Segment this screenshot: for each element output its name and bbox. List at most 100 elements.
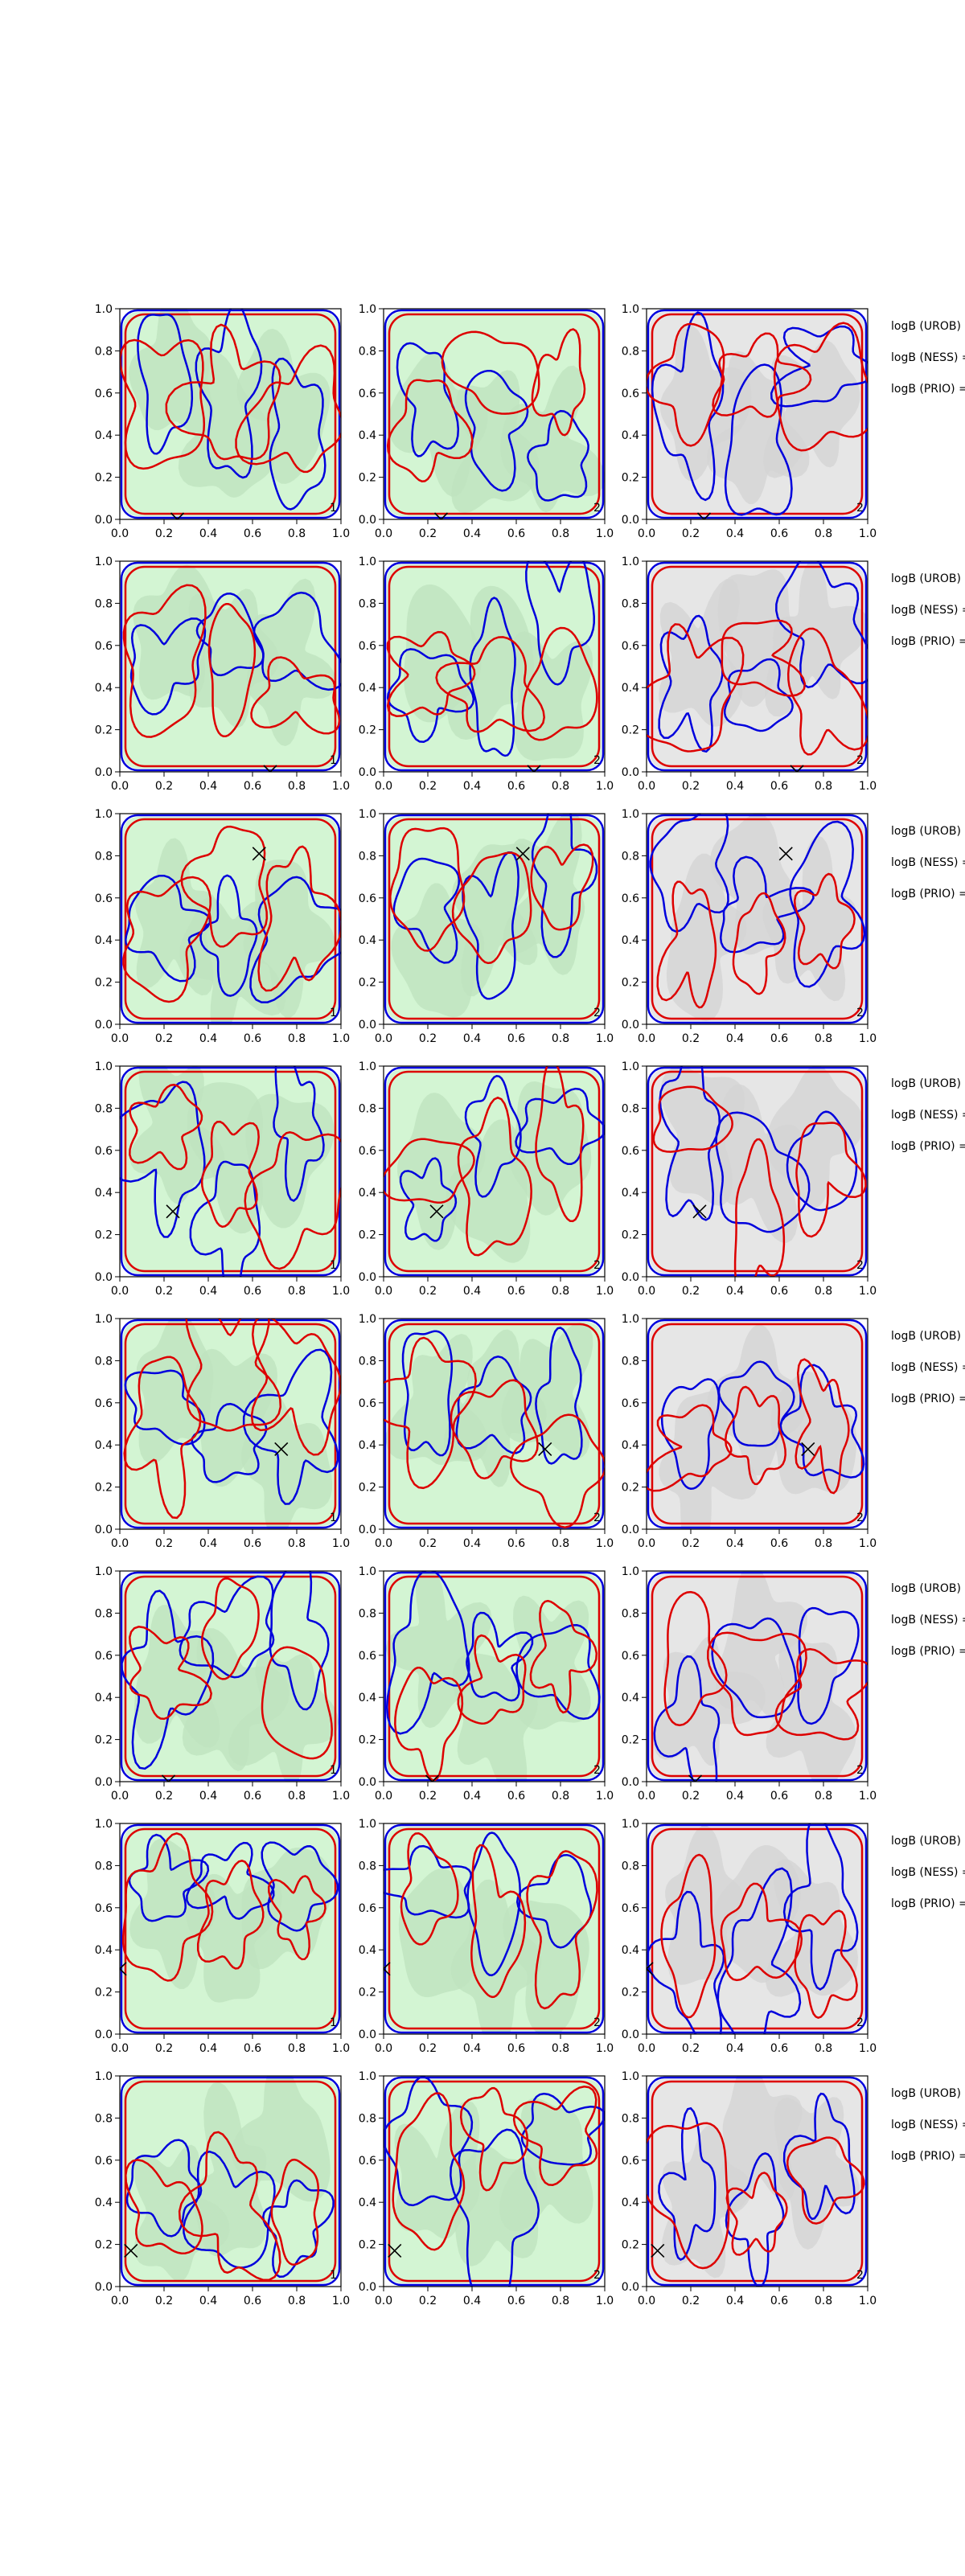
contour [399, 1157, 458, 1242]
y-tick-label: 0.2 [359, 472, 376, 485]
y-tick-label: 0.0 [622, 1524, 639, 1536]
y-tick-label: 0.2 [359, 1987, 376, 2000]
contour [782, 1823, 859, 1991]
contour [235, 344, 341, 474]
y-tick-label: 0.8 [359, 1355, 376, 1368]
contour [121, 1832, 214, 1982]
x-tick-label: 0.8 [552, 1285, 569, 1298]
y-tick-label: 0.2 [622, 1229, 639, 1242]
panel-label: 2 [856, 502, 864, 515]
plot-area [384, 1571, 605, 1782]
x-tick-label: 0.6 [244, 2295, 261, 2307]
x-tick-label: 0.8 [288, 1537, 306, 1550]
x-tick-label: 0.6 [244, 1285, 261, 1298]
x-tick-label: 0.0 [638, 1032, 655, 1045]
contour [124, 1827, 337, 2030]
y-tick-label: 0.8 [95, 1607, 113, 1620]
x-tick-label: 0.0 [638, 1537, 655, 1550]
y-tick-label: 0.4 [359, 1944, 376, 1957]
x-tick-label: 0.8 [815, 1285, 832, 1298]
region [388, 353, 488, 497]
marker [425, 1774, 440, 1782]
contour [531, 814, 598, 958]
y-tick-label: 0.6 [95, 1397, 113, 1410]
x-tick-label: 1.0 [596, 2042, 614, 2055]
marker [538, 1442, 552, 1457]
contour [660, 1378, 721, 1490]
y-tick-label: 0.0 [95, 766, 113, 779]
y-tick-label: 0.8 [622, 345, 639, 358]
marker [688, 1774, 703, 1782]
y-tick-label: 0.0 [95, 514, 113, 527]
x-tick-label: 1.0 [859, 527, 877, 540]
y-tick-label: 0.0 [359, 2028, 376, 2041]
frame [119, 1065, 342, 1278]
frame [119, 560, 342, 773]
x-tick-label: 0.2 [155, 1537, 173, 1550]
y-tick-label: 0.0 [622, 1271, 639, 1284]
frame [119, 308, 342, 520]
y-tick-label: 0.0 [95, 1271, 113, 1284]
y-tick-label: 0.6 [359, 1902, 376, 1915]
contour [124, 818, 337, 1020]
legend-text: logB (UROB) = [891, 320, 965, 333]
x-tick-label: 0.0 [638, 1285, 655, 1298]
x-tick-label: 0.2 [682, 2042, 700, 2055]
y-tick-label: 1.0 [359, 303, 376, 316]
contour [647, 1571, 868, 1782]
y-tick-label: 0.0 [359, 1524, 376, 1536]
plot-area [384, 1823, 605, 2034]
contour [651, 1827, 864, 2030]
contour [435, 636, 545, 733]
y-tick-label: 0.2 [95, 472, 113, 485]
y-tick-label: 0.4 [359, 1692, 376, 1704]
region [228, 1654, 339, 1782]
contour [451, 851, 532, 965]
x-tick-label: 0.4 [463, 1032, 481, 1045]
contour [733, 1138, 786, 1277]
plot-area [120, 1319, 341, 1529]
frame [383, 308, 606, 520]
contour [200, 1577, 260, 1680]
x-tick-label: 0.0 [638, 2295, 655, 2307]
x-tick-label: 0.2 [682, 1032, 700, 1045]
x-tick-label: 0.6 [244, 1032, 261, 1045]
frame [383, 1823, 606, 2035]
contour [165, 323, 281, 461]
panel-label: 2 [856, 1007, 864, 1019]
x-tick-label: 1.0 [859, 2295, 877, 2307]
y-tick-label: 0.2 [359, 977, 376, 990]
contour [724, 1385, 786, 1486]
x-tick-label: 0.0 [638, 1790, 655, 1803]
contour [384, 1138, 475, 1204]
x-tick-label: 0.0 [375, 2042, 392, 2055]
contour [401, 1330, 454, 1457]
legend-text: logB (PRIO) = [891, 1897, 965, 1910]
x-tick-label: 1.0 [859, 1285, 877, 1298]
panel-label: 2 [593, 502, 601, 515]
legend-text: logB (UROB) = [891, 1835, 965, 1848]
contour [122, 584, 207, 738]
x-tick-label: 0.2 [155, 527, 173, 540]
y-tick-label: 0.8 [622, 850, 639, 863]
x-tick-label: 0.6 [507, 2295, 525, 2307]
contour [122, 876, 211, 1003]
panel: 1 0.0 0.2 0.4 0.6 0.8 1.0 0.0 0.2 0.4 0.6 0.8 1.0 [95, 1060, 350, 1298]
legend-text: logB (PRIO) = [891, 1140, 965, 1153]
contour [388, 1827, 601, 2030]
panel-label: 2 [593, 1007, 601, 1019]
contour [386, 630, 476, 717]
contour [656, 880, 717, 1009]
contour [120, 1081, 206, 1238]
plot-area [647, 1319, 868, 1529]
y-tick-label: 0.0 [359, 1271, 376, 1284]
contour [207, 602, 257, 738]
x-tick-label: 0.4 [199, 1032, 217, 1045]
contour [124, 313, 337, 515]
contour [124, 1323, 337, 1525]
contour [180, 825, 269, 948]
marker [166, 1204, 180, 1219]
region [766, 1639, 856, 1782]
x-tick-label: 1.0 [332, 2042, 350, 2055]
x-tick-label: 1.0 [332, 1032, 350, 1045]
